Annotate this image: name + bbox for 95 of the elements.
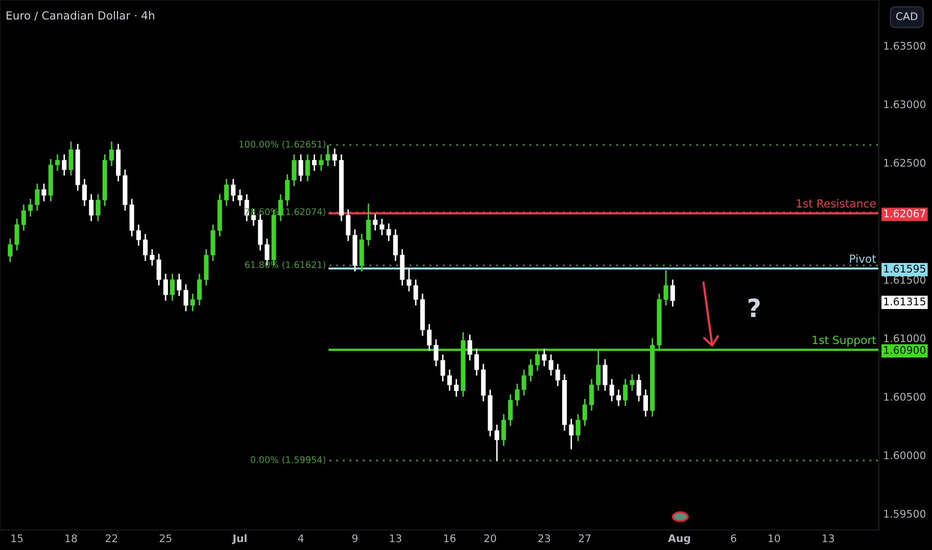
candlestick <box>434 338 438 367</box>
candlestick <box>555 363 560 387</box>
candlestick <box>494 424 500 462</box>
y-tick-label: 1.62067 <box>884 210 926 218</box>
ref-line-label: 1st Support <box>812 336 876 346</box>
y-tick-label: 1.60900 <box>884 346 926 354</box>
candlestick <box>501 413 506 446</box>
candlestick <box>55 154 60 172</box>
candlestick <box>386 222 392 242</box>
y-tick-label: 1.63500 <box>884 42 926 50</box>
candlestick <box>88 194 94 222</box>
candlestick <box>380 218 384 236</box>
x-tick-label: Jul <box>232 534 247 544</box>
candlestick <box>224 178 229 207</box>
candlestick <box>508 394 513 427</box>
candlestick <box>454 378 459 398</box>
candlestick <box>413 278 418 306</box>
x-tick-label: 9 <box>352 534 358 542</box>
x-tick-label: 6 <box>730 534 736 542</box>
candlestick <box>528 358 534 382</box>
x-tick-label: 15 <box>11 534 23 542</box>
candlestick <box>542 348 547 367</box>
candlestick <box>42 182 46 202</box>
candlestick <box>68 140 74 176</box>
candlestick <box>548 354 554 376</box>
y-tick-label: 1.60000 <box>884 451 926 460</box>
candlestick <box>582 398 588 427</box>
y-tick-label: 1.59500 <box>884 510 926 518</box>
y-tick-label: 1.61500 <box>884 276 926 284</box>
x-tick-label: 16 <box>444 534 456 542</box>
candlestick <box>568 418 574 450</box>
x-tick-label: 25 <box>160 534 172 542</box>
candlestick <box>34 182 40 212</box>
candlestick <box>238 188 242 207</box>
x-tick-label: 27 <box>578 534 591 542</box>
candlestick <box>82 178 87 207</box>
ref-line-label: 1st Resistance <box>796 199 876 208</box>
candlestick <box>332 148 337 167</box>
candlestick <box>589 378 594 412</box>
candlestick <box>285 174 290 207</box>
candlestick <box>602 358 608 392</box>
candlestick <box>318 154 324 172</box>
x-tick-label: 10 <box>768 534 780 542</box>
candlestick <box>230 178 236 202</box>
candlestick <box>298 154 304 182</box>
annotation: ? <box>748 298 760 317</box>
candlestick <box>596 349 601 392</box>
candlestick <box>176 273 182 297</box>
candlestick <box>393 228 398 262</box>
ref-line-label: 0.00% (1.59954) <box>250 456 326 464</box>
candlestick <box>190 292 195 312</box>
candlestick <box>664 270 668 306</box>
x-tick-label: 23 <box>538 534 550 542</box>
candlestick <box>372 213 378 232</box>
candlestick <box>28 198 33 218</box>
candlestick <box>366 202 371 246</box>
candlestick <box>522 369 526 396</box>
candlestick <box>278 194 283 222</box>
candlestick <box>514 383 520 407</box>
candlestick <box>109 140 114 167</box>
candlestick <box>197 273 202 306</box>
x-tick-label: 20 <box>484 534 496 542</box>
candlestick <box>62 154 67 176</box>
x-tick-label: 4 <box>298 534 304 542</box>
text: CAD <box>896 12 918 20</box>
y-tick-label: 1.63000 <box>884 100 926 108</box>
ref-line-label: 100.00% (1.62651) <box>240 140 326 149</box>
candlestick <box>576 413 580 442</box>
y-tick-label: 1.60500 <box>884 392 926 401</box>
candlestick <box>170 273 175 302</box>
text: Euro / Canadian Dollar · 4h <box>6 11 154 20</box>
candlestick <box>426 323 432 352</box>
candlestick <box>292 154 296 187</box>
candlestick <box>406 267 412 292</box>
candlestick <box>440 354 446 382</box>
candlestick <box>305 154 310 182</box>
candlestick <box>326 144 330 167</box>
candlestick <box>535 348 540 372</box>
candlestick <box>184 284 188 312</box>
x-tick-label: 13 <box>822 534 834 542</box>
candlestick <box>312 154 317 172</box>
x-tick-label: 13 <box>390 534 402 542</box>
x-tick-label: 18 <box>66 534 77 542</box>
candlestick <box>96 194 100 222</box>
candlestick <box>447 369 452 392</box>
candlestick <box>670 278 675 308</box>
candlestick <box>8 238 12 263</box>
y-tick-label: 1.61595 <box>884 264 926 273</box>
ref-line-label: 61.80% (1.61621) <box>245 261 326 270</box>
x-tick-label: Aug <box>668 534 690 544</box>
y-tick-label: 1.61000 <box>884 334 926 342</box>
y-tick-label: 1.62500 <box>884 158 926 167</box>
ref-line-label: Pivot <box>850 254 876 263</box>
x-tick-label: 22 <box>106 534 118 542</box>
y-tick-label: 1.61315 <box>884 297 926 306</box>
